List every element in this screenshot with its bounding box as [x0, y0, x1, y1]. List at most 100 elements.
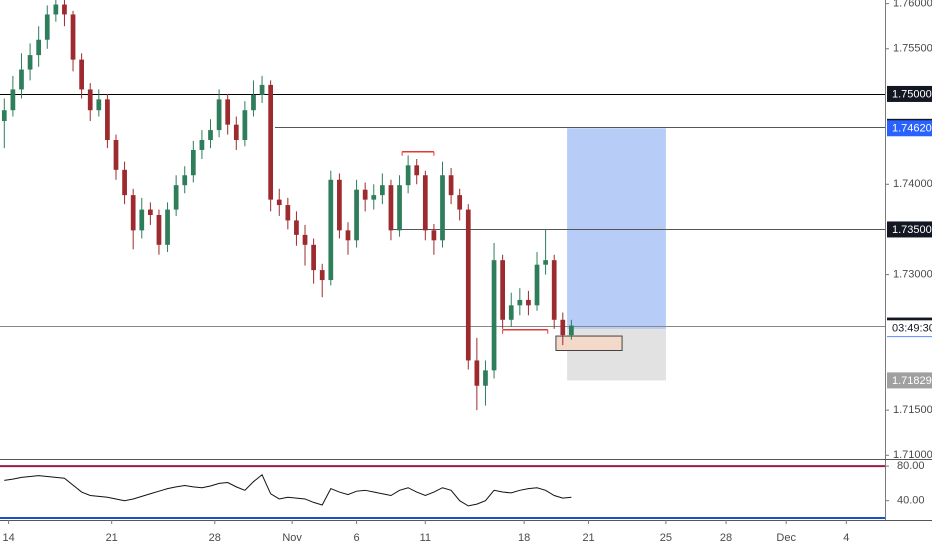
candle-body: [294, 220, 299, 235]
x-tick-label: 28: [720, 532, 732, 544]
candle-body: [53, 4, 59, 15]
candle-body: [225, 99, 231, 125]
candle-body: [448, 175, 454, 196]
candle-body: [371, 195, 377, 200]
candle-body: [62, 4, 67, 15]
x-tick-label: Nov: [282, 532, 302, 544]
candle-body: [551, 260, 557, 320]
candle-body: [70, 14, 76, 60]
candle-body: [414, 165, 420, 176]
candle-body: [139, 209, 145, 231]
candle-body: [165, 209, 170, 245]
candle-body: [259, 84, 265, 95]
candle-body: [156, 214, 162, 245]
price-label-box: [887, 85, 932, 102]
candle-body: [328, 179, 334, 281]
candle-body: [337, 179, 342, 231]
price-label: 1.71829: [892, 375, 932, 387]
x-tick-label: 18: [518, 532, 530, 544]
candle-body: [319, 270, 325, 281]
candle-body: [27, 55, 33, 70]
candle-body: [302, 234, 308, 245]
price-label-box: [887, 120, 932, 137]
candle-body: [440, 175, 445, 241]
candle-body: [199, 140, 205, 150]
candle-body: [422, 175, 428, 231]
candle-body: [208, 130, 213, 141]
x-tick-label: 14: [2, 532, 14, 544]
candle-body: [311, 244, 316, 271]
y-tick-label: 1.74000: [893, 178, 932, 190]
candle-body: [388, 185, 394, 231]
candle-body: [182, 175, 188, 186]
candle-body: [508, 305, 514, 320]
candle-body: [122, 169, 127, 196]
candle-body: [190, 149, 196, 176]
candle-body: [130, 195, 136, 231]
y-tick-label: 40.00: [897, 495, 925, 507]
candle-body: [216, 99, 222, 131]
candle-body: [474, 360, 480, 386]
candle-body: [10, 89, 16, 111]
price-label-box: [887, 372, 932, 389]
candle-body: [379, 185, 385, 196]
y-tick-label: 1.75500: [893, 43, 932, 55]
candle-body: [268, 84, 274, 200]
candle-body: [397, 185, 402, 231]
candle-body: [362, 189, 368, 200]
x-tick-label: 21: [582, 532, 594, 544]
candle-body: [405, 165, 411, 186]
x-tick-label: 25: [660, 532, 672, 544]
rsi-line: [4, 473, 572, 507]
price-label: 1.74620: [892, 123, 932, 135]
candle-body: [483, 370, 488, 386]
candle-body: [113, 140, 119, 170]
x-tick-label: 11: [420, 532, 431, 544]
x-tick-label: 28: [209, 532, 221, 544]
candle-body: [251, 94, 256, 111]
candle-body: [79, 59, 84, 90]
candle-body: [500, 260, 506, 320]
y-tick-label: 1.71000: [893, 449, 932, 461]
candle-body: [517, 299, 523, 306]
candle-body: [87, 89, 93, 111]
candle-body: [242, 110, 248, 141]
y-tick-label: 1.71500: [893, 404, 932, 416]
countdown: 03:49:30: [892, 323, 932, 335]
candle-body: [36, 39, 42, 56]
candle-body: [491, 260, 497, 371]
candle-body: [44, 14, 50, 40]
candle-body: [96, 99, 102, 111]
candle-body: [1, 110, 7, 122]
candle-body: [569, 325, 574, 336]
y-tick-label: 1.73000: [893, 269, 932, 281]
x-tick-label: Dec: [776, 532, 796, 544]
x-tick-label: 6: [354, 532, 360, 544]
candle-body: [543, 260, 548, 265]
candle-body: [173, 185, 179, 210]
candle-body: [148, 209, 153, 215]
position-profit: [567, 128, 666, 330]
countdown-box: [887, 320, 932, 337]
y-tick-label: 1.76000: [893, 0, 932, 10]
candle-body: [276, 199, 282, 206]
x-tick-label: 4: [843, 532, 849, 544]
candle-body: [465, 209, 471, 361]
candle-body: [345, 230, 351, 241]
y-tick-label: 80.00: [897, 460, 925, 472]
price-label: 1.75000: [892, 88, 932, 100]
candle-body: [457, 195, 463, 210]
candle-body: [560, 319, 566, 336]
candle-body: [526, 299, 531, 306]
zone-box: [555, 335, 623, 352]
candle-body: [233, 124, 239, 141]
candle-body: [285, 205, 291, 221]
candle-body: [431, 230, 437, 241]
candle-body: [105, 99, 110, 141]
x-tick-label: 21: [106, 532, 118, 544]
candle-body: [19, 69, 24, 90]
price-label-box: [887, 221, 932, 238]
price-label: 1.73500: [892, 224, 932, 236]
candle-body: [534, 264, 540, 306]
